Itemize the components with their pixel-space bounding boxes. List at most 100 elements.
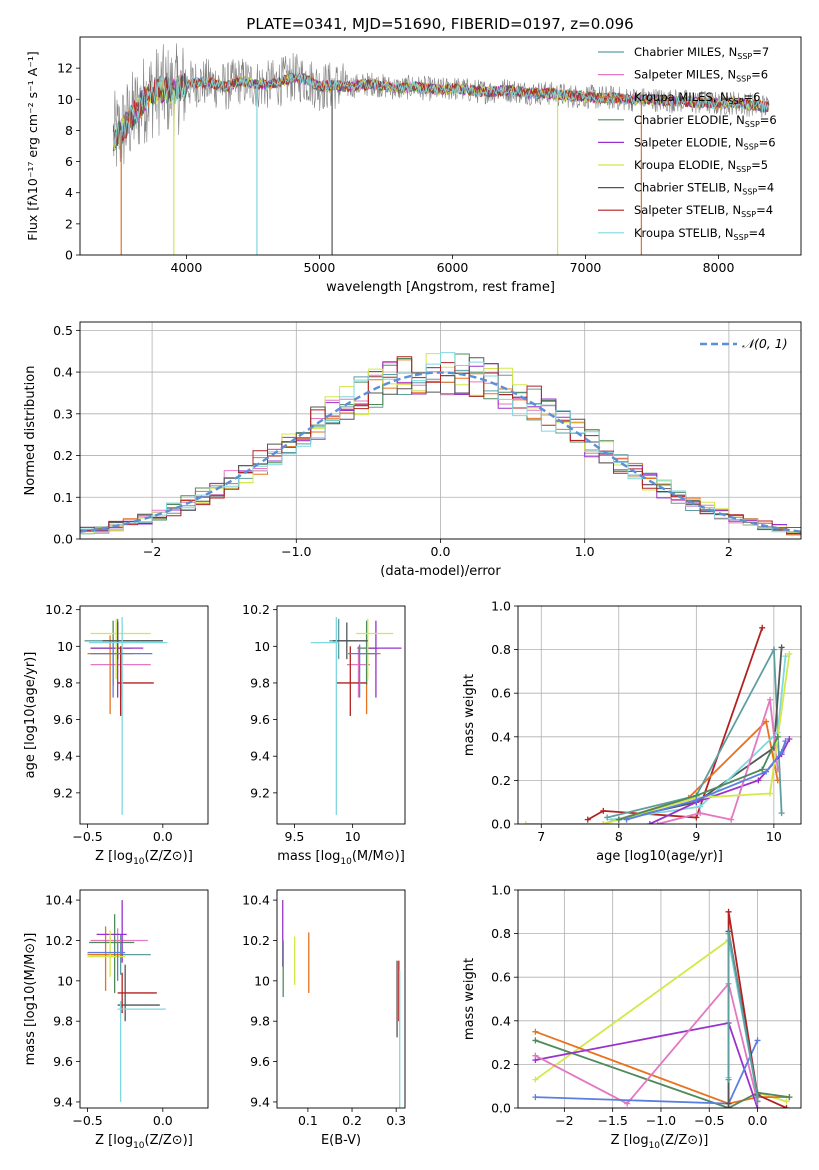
weight-marker [532,1028,539,1035]
x-tick-label: 9 [692,829,700,844]
weight-marker [778,749,785,756]
weight-line [525,653,791,824]
weight-marker [782,653,789,660]
y-tick-label: 10 [57,92,73,107]
weight-marker [786,650,793,657]
legend-text: =7 [752,45,769,59]
legend-label: Kroupa ELODIE, NSSP=5 [634,158,768,174]
y-tick-label: 10 [57,639,73,654]
age_vs_mass-axes: 9.5 10 9.2 9.4 9.6 9.8 10 10.2 [242,602,360,844]
legend-label: Salpeter STELIB, NSSP=4 [634,203,773,219]
spectrum-model-kroupa_stelib [112,71,770,147]
weight_vs_age-lines [522,624,793,824]
weight_vs_Z-xlabel: Z [log10(Z/Z⊙)] [611,1133,709,1151]
weight-marker [786,1094,793,1101]
y-tick-label: 9.8 [250,675,270,690]
weight-marker [624,1100,631,1107]
legend-label: Chabrier MILES, NSSP=7 [634,45,769,61]
x-tick-label: 0.3 [386,1113,406,1128]
spectrum-xlabel: wavelength [Angstrom, rest frame] [326,280,555,295]
weight-marker [697,803,704,810]
x-tick-label: −0.5 [694,1113,724,1128]
mass_vs_Z-axes: −0.5 0.0 9.4 9.6 9.8 10 10.2 10.4 [45,893,173,1128]
weight-line [587,627,764,821]
y-tick-label: 9.8 [53,1014,73,1029]
xlabel-part: Z [log [95,1133,133,1148]
legend-text: Chabrier STELIB, N [634,181,742,195]
weight_vs_Z-frame [517,889,802,1109]
weight-marker [623,816,630,823]
y-tick-label: 0.5 [53,323,73,338]
legend-sub: SSP [737,52,752,61]
y-tick-label: 0.4 [491,1013,511,1028]
spectrum-axes: 4000 5000 6000 7000 8000 0 2 4 6 8 10 12 [57,61,734,275]
weight-marker [697,810,704,817]
age_vs_mass-frame [276,605,406,825]
legend-text: =5 [751,158,768,172]
y-tick-label: 9.6 [53,712,73,727]
y-tick-label: 0.2 [53,448,73,463]
mass_vs_ebv-xlabel: E(B-V) [321,1133,361,1148]
xlabel-part: Z [log [95,849,133,864]
y-tick-label: 0.2 [491,1057,511,1072]
y-tick-label: 10.2 [242,602,270,617]
age_vs_Z-errorbars [84,616,168,815]
legend-text: Chabrier MILES, N [634,45,737,59]
legend-text: =4 [756,203,773,217]
x-tick-label: −2 [555,1113,573,1128]
xlabel-part: (Z/Z⊙)] [145,1133,193,1148]
legend-sub: SSP [741,210,756,219]
x-tick-label: −1.0 [646,1113,676,1128]
y-tick-label: 12 [57,61,73,76]
y-tick-label: 10 [254,639,270,654]
y-tick-label: 10 [254,973,270,988]
legend-label: Salpeter ELODIE, NSSP=6 [634,135,776,151]
x-tick-label: 0.1 [298,1113,318,1128]
mass_vs_Z-xlabel: Z [log10(Z/Z⊙)] [95,1133,193,1151]
weight-marker [766,696,773,703]
weight-marker [532,1076,539,1083]
weight-marker [782,738,789,745]
residuals-frame [79,321,802,540]
xlabel-part: (Z/Z⊙)] [660,1133,708,1148]
age_vs_Z-axes: −0.5 0.0 9.2 9.4 9.6 9.8 10 10.2 [45,602,173,844]
y-tick-label: 0.0 [491,1101,511,1116]
weight-marker [770,646,777,653]
y-tick-label: 0.1 [53,490,73,505]
y-tick-label: 10.2 [242,933,270,948]
mass_vs_Z-ylabel: mass [log10(M/M⊙)] [23,933,38,1066]
mass_vs_ebv-frame [276,889,406,1109]
weight-line [535,1040,759,1105]
weight-line [618,736,779,821]
y-tick-label: 0.8 [491,642,511,657]
x-tick-label: −2 [143,544,161,559]
x-tick-label: 9.5 [285,829,305,844]
weight-marker [532,1052,539,1059]
panels: 4000 5000 6000 7000 8000 0 2 4 6 8 10 12 Chabrier MI… [23,36,802,1151]
weight-marker [584,816,591,823]
weight-marker [778,810,785,817]
weight-line [727,933,759,1102]
residual-histograms [80,352,801,536]
legend-sub: SSP [744,142,759,151]
y-tick-label: 9.4 [53,1094,73,1109]
mass_vs_ebv-errorbars [282,900,401,1108]
weight-marker [532,1037,539,1044]
x-tick-label: 0.0 [153,1113,173,1128]
weight-marker [766,790,773,797]
weight_vs_Z-ylabel: mass weight [462,958,477,1040]
x-tick-label: 5000 [304,260,336,275]
legend-text: =4 [749,226,766,240]
x-tick-label: 0.0 [431,544,451,559]
x-tick-label: 6000 [437,260,469,275]
weight-marker [654,821,661,824]
legend-label: Chabrier STELIB, NSSP=4 [634,181,774,197]
age_vs_Z-frame [79,605,209,825]
residuals-axes: −2 −1.0 0.0 1.0 2 0.0 0.1 0.2 0.3 0.4 0.5 [53,322,801,559]
weight-marker [754,1098,761,1105]
x-tick-label: −0.5 [72,829,102,844]
weight-marker [693,814,700,821]
xlabel-part: Z [log [611,1133,649,1148]
weight-marker [522,821,529,824]
legend-sub: SSP [734,233,749,242]
